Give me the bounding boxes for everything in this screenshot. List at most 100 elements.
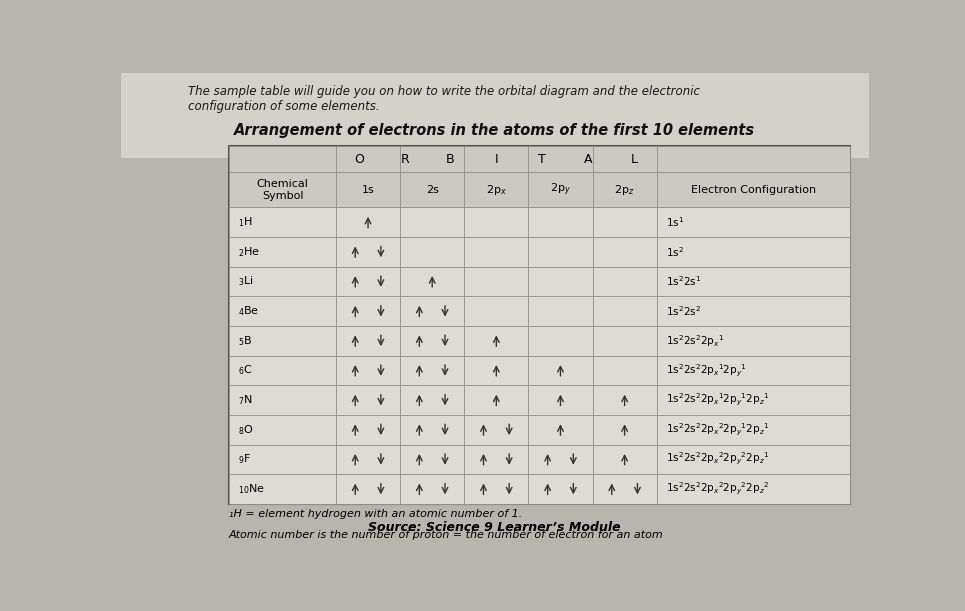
- Bar: [336, 474, 400, 504]
- Bar: [464, 474, 529, 504]
- Text: $_6$C: $_6$C: [237, 364, 252, 378]
- Text: 1s$^{2}$2s$^{2}$2p$_x$$^{2}$2p$_y$$^{2}$2p$_z$$^{1}$: 1s$^{2}$2s$^{2}$2p$_x$$^{2}$2p$_y$$^{2}$…: [667, 452, 770, 467]
- Bar: [529, 474, 593, 504]
- Bar: [400, 146, 464, 172]
- Bar: [336, 386, 400, 415]
- Text: 1s$^{2}$2s$^{2}$2p$_x$$^{1}$2p$_y$$^{1}$2p$_z$$^{1}$: 1s$^{2}$2s$^{2}$2p$_x$$^{1}$2p$_y$$^{1}$…: [667, 392, 770, 408]
- Bar: [464, 445, 529, 474]
- Bar: [593, 415, 657, 445]
- Text: Chemical
Symbol: Chemical Symbol: [257, 179, 309, 200]
- Text: B: B: [446, 153, 455, 166]
- Bar: [593, 296, 657, 326]
- Bar: [336, 266, 400, 296]
- Bar: [529, 415, 593, 445]
- Bar: [229, 445, 336, 474]
- Bar: [529, 146, 593, 172]
- Bar: [336, 356, 400, 386]
- Text: 2s: 2s: [426, 185, 439, 195]
- Bar: [121, 158, 868, 544]
- Bar: [400, 356, 464, 386]
- Bar: [593, 207, 657, 237]
- Bar: [229, 326, 336, 356]
- Text: $_3$Li: $_3$Li: [237, 274, 253, 288]
- Bar: [336, 415, 400, 445]
- Bar: [229, 207, 336, 237]
- Bar: [400, 445, 464, 474]
- Text: The sample table will guide you on how to write the orbital diagram and the elec: The sample table will guide you on how t…: [188, 85, 700, 113]
- Bar: [657, 356, 850, 386]
- Text: 2p$_y$: 2p$_y$: [550, 181, 571, 198]
- Bar: [121, 73, 868, 158]
- Bar: [229, 474, 336, 504]
- Bar: [529, 237, 593, 266]
- Text: 2p$_x$: 2p$_x$: [486, 183, 507, 197]
- Text: 2p$_z$: 2p$_z$: [615, 183, 635, 197]
- Bar: [657, 386, 850, 415]
- Bar: [657, 296, 850, 326]
- Text: 1s$^{2}$2s$^{2}$2p$_x$$^{2}$2p$_y$$^{2}$2p$_z$$^{2}$: 1s$^{2}$2s$^{2}$2p$_x$$^{2}$2p$_y$$^{2}$…: [667, 481, 769, 497]
- Bar: [336, 207, 400, 237]
- Bar: [529, 207, 593, 237]
- Bar: [464, 386, 529, 415]
- Text: $_4$Be: $_4$Be: [237, 304, 259, 318]
- Bar: [593, 386, 657, 415]
- Text: 1s$^{1}$: 1s$^{1}$: [667, 215, 684, 229]
- Bar: [464, 296, 529, 326]
- Text: $_8$O: $_8$O: [237, 423, 253, 437]
- Bar: [464, 415, 529, 445]
- Bar: [529, 386, 593, 415]
- Bar: [657, 207, 850, 237]
- Bar: [593, 326, 657, 356]
- Bar: [593, 445, 657, 474]
- Bar: [464, 146, 529, 172]
- Bar: [229, 386, 336, 415]
- Text: 1s$^{2}$2s$^{2}$: 1s$^{2}$2s$^{2}$: [667, 304, 702, 318]
- Bar: [400, 474, 464, 504]
- Text: T: T: [538, 153, 546, 166]
- Bar: [657, 474, 850, 504]
- Bar: [657, 326, 850, 356]
- Text: ₁H = element hydrogen with an atomic number of 1.: ₁H = element hydrogen with an atomic num…: [229, 508, 522, 519]
- Bar: [593, 266, 657, 296]
- Text: 1s$^{2}$: 1s$^{2}$: [667, 245, 684, 259]
- Text: $_1$H: $_1$H: [237, 215, 252, 229]
- Bar: [657, 266, 850, 296]
- Bar: [529, 326, 593, 356]
- Bar: [593, 237, 657, 266]
- Text: $_5$B: $_5$B: [237, 334, 252, 348]
- Text: O: O: [354, 153, 364, 166]
- Bar: [400, 415, 464, 445]
- Bar: [229, 296, 336, 326]
- Text: Source: Science 9 Learner’s Module: Source: Science 9 Learner’s Module: [369, 521, 620, 535]
- Text: A: A: [584, 153, 593, 166]
- Bar: [464, 356, 529, 386]
- Bar: [229, 415, 336, 445]
- Bar: [464, 326, 529, 356]
- Text: $_9$F: $_9$F: [237, 452, 251, 466]
- Bar: [229, 266, 336, 296]
- Bar: [336, 172, 400, 207]
- Bar: [400, 266, 464, 296]
- Bar: [336, 146, 400, 172]
- Text: L: L: [630, 153, 637, 166]
- Bar: [336, 326, 400, 356]
- Bar: [593, 146, 657, 172]
- Text: 1s$^{2}$2s$^{2}$2p$_x$$^{1}$2p$_y$$^{1}$: 1s$^{2}$2s$^{2}$2p$_x$$^{1}$2p$_y$$^{1}$: [667, 362, 747, 379]
- Bar: [657, 172, 850, 207]
- Bar: [400, 386, 464, 415]
- Bar: [657, 237, 850, 266]
- Text: 1s$^{2}$2s$^{2}$2p$_x$$^{1}$: 1s$^{2}$2s$^{2}$2p$_x$$^{1}$: [667, 333, 725, 349]
- Bar: [336, 296, 400, 326]
- Text: Electron Configuration: Electron Configuration: [691, 185, 815, 195]
- Bar: [657, 146, 850, 172]
- Bar: [529, 266, 593, 296]
- Bar: [529, 445, 593, 474]
- Text: $_7$N: $_7$N: [237, 393, 252, 407]
- Bar: [657, 445, 850, 474]
- Bar: [529, 356, 593, 386]
- Text: 1s$^{2}$2s$^{1}$: 1s$^{2}$2s$^{1}$: [667, 274, 702, 288]
- Bar: [464, 172, 529, 207]
- Bar: [229, 146, 336, 172]
- Text: 1s: 1s: [362, 185, 374, 195]
- Bar: [336, 237, 400, 266]
